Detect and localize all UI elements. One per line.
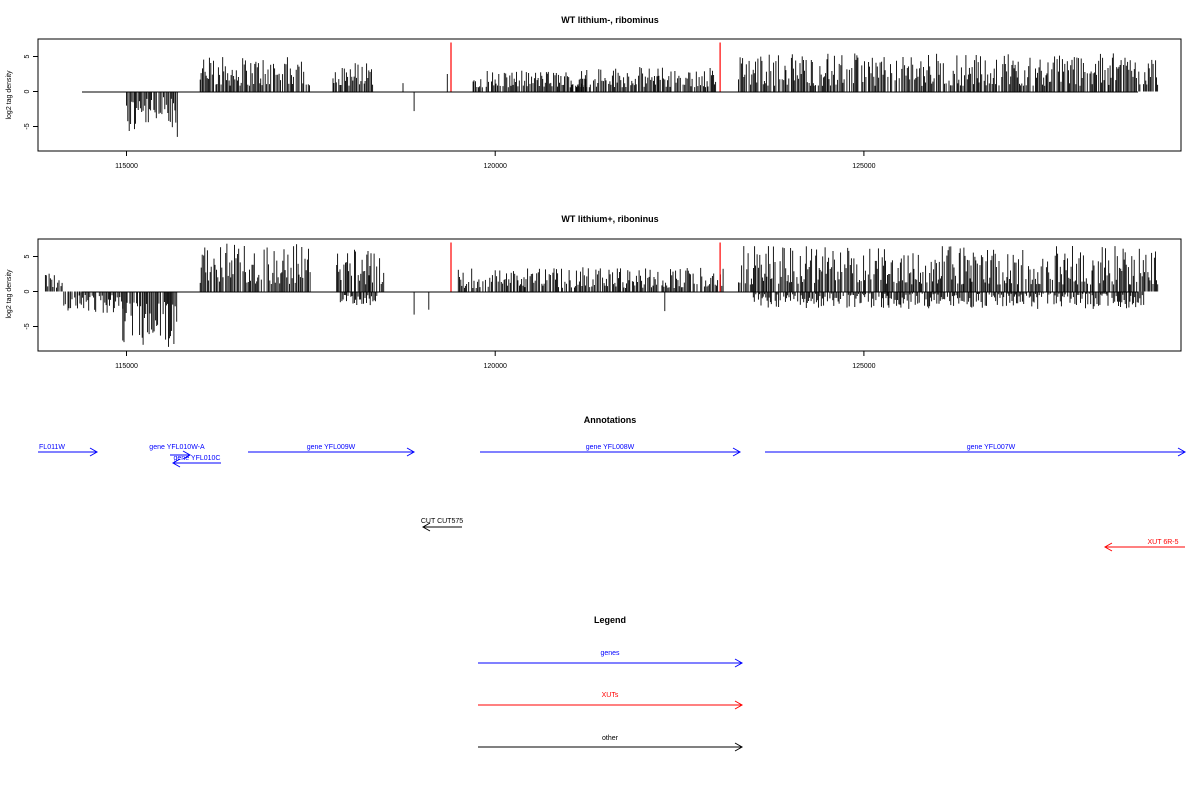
- x-tick-label: 115000: [115, 363, 138, 370]
- panel-2-plot-box: [37, 238, 1182, 352]
- y-tick-label: 5: [24, 254, 31, 258]
- panel-2: WT lithium+, riboninus log2 tag density …: [6, 214, 1182, 370]
- x-tick-label: 120000: [484, 363, 507, 370]
- legend-item-xuts: XUTs: [478, 692, 744, 710]
- annotation-arrowhead: [732, 447, 742, 457]
- panel-2-y-axis: 5 0 -5: [24, 254, 38, 330]
- annotation-feature: XUT 6R-5: [1103, 539, 1185, 552]
- legend-label-genes: genes: [600, 650, 620, 657]
- legend-arrowhead-other: [734, 742, 744, 752]
- legend-item-genes: genes: [478, 650, 744, 668]
- panel-1-plot-box: [37, 38, 1182, 152]
- panel-1-title: WT lithium-, ribominus: [561, 15, 659, 25]
- annotation-feature: gene YFL009W: [248, 444, 416, 457]
- y-tick-label: -5: [24, 323, 31, 329]
- annotations-section: Annotations FL011W gene YFL010W-A gene YFL…: [38, 415, 1187, 552]
- legend-label-xuts: XUTs: [602, 692, 619, 699]
- panel-2-bars: [44, 243, 1159, 347]
- annotation-label: XUT 6R-5: [1148, 539, 1179, 546]
- x-tick-label: 120000: [484, 163, 507, 170]
- y-tick-label: 0: [24, 289, 31, 293]
- annotation-feature: gene YFL010W-A: [149, 444, 205, 460]
- annotation-label: gene YFL009W: [307, 444, 356, 451]
- x-tick-label: 125000: [852, 363, 875, 370]
- legend-label-other: other: [602, 735, 619, 742]
- annotation-arrowhead: [421, 522, 431, 532]
- annotation-feature: gene YFL010C: [171, 455, 221, 468]
- annotation-feature: gene YFL008W: [480, 444, 742, 457]
- panel-2-highlights: [450, 242, 721, 292]
- annotation-label: CUT CUT575: [421, 518, 463, 525]
- annotations-title: Annotations: [584, 415, 637, 425]
- annotation-label: gene YFL008W: [586, 444, 635, 451]
- annotation-label: FL011W: [39, 444, 65, 451]
- annotation-label: gene YFL007W: [967, 444, 1016, 451]
- x-tick-label: 125000: [852, 163, 875, 170]
- panel-1-y-axis: 5 0 -5: [24, 54, 38, 130]
- annotation-arrowhead: [1103, 542, 1113, 552]
- annotation-arrowhead: [89, 447, 99, 457]
- legend-arrowhead-genes: [734, 658, 744, 668]
- panel-2-title: WT lithium+, riboninus: [561, 214, 658, 224]
- panel-2-ylabel: log2 tag density: [6, 269, 13, 319]
- y-tick-label: 0: [24, 89, 31, 93]
- panel-1-x-axis: 115000 120000 125000: [115, 151, 876, 170]
- panel-2-x-axis: 115000 120000 125000: [115, 351, 876, 370]
- panel-1-bars: [126, 53, 1159, 137]
- panel-1: WT lithium-, ribominus log2 tag density …: [6, 15, 1182, 170]
- annotation-feature: FL011W: [38, 444, 99, 457]
- annotation-feature: gene YFL007W: [765, 444, 1187, 457]
- x-tick-label: 115000: [115, 163, 138, 170]
- annotation-arrowhead: [406, 447, 416, 457]
- annotation-label: gene YFL010C: [174, 455, 221, 462]
- annotation-arrowhead: [1177, 447, 1187, 457]
- y-tick-label: -5: [24, 123, 31, 129]
- legend-title: Legend: [594, 615, 626, 625]
- annotation-arrowhead: [182, 450, 192, 460]
- annotation-label: gene YFL010W-A: [149, 444, 205, 451]
- annotation-items: FL011W gene YFL010W-A gene YFL010C gene YFL…: [38, 444, 1187, 552]
- annotation-arrowhead: [171, 458, 181, 468]
- legend-arrowhead-xuts: [734, 700, 744, 710]
- legend-item-other: other: [478, 735, 744, 752]
- panel-1-ylabel: log2 tag density: [6, 70, 13, 120]
- legend-section: Legend genes XUTs other: [478, 615, 744, 752]
- panel-1-highlights: [450, 42, 721, 92]
- annotation-feature: CUT CUT575: [421, 518, 463, 532]
- y-tick-label: 5: [24, 54, 31, 58]
